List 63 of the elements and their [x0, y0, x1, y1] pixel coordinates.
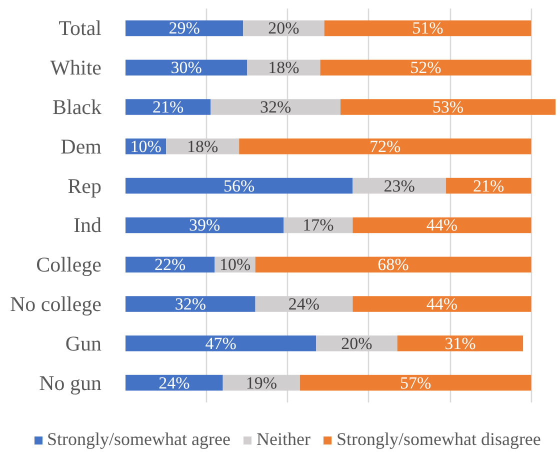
data-label: 51%: [412, 18, 444, 38]
bar: [210, 99, 340, 115]
bar: [126, 336, 316, 352]
y-tick-label: Rep: [68, 174, 102, 198]
data-label: 44%: [426, 216, 458, 235]
data-label: 29%: [168, 18, 200, 38]
bar: [320, 60, 532, 76]
data-label: 19%: [246, 373, 277, 392]
data-label: 22%: [154, 255, 186, 274]
y-tick-label: Dem: [60, 134, 102, 158]
data-label: 52%: [410, 58, 442, 78]
data-label: 39%: [189, 216, 220, 235]
bar: [126, 99, 211, 115]
y-tick-label: Ind: [74, 213, 102, 238]
data-label: 72%: [370, 136, 401, 156]
bar: [397, 336, 524, 352]
data-label: 57%: [400, 373, 432, 392]
data-label: 31%: [444, 334, 476, 353]
bar: [126, 217, 284, 234]
data-label: 20%: [268, 18, 300, 38]
data-label: 18%: [268, 58, 300, 78]
bar: [352, 296, 532, 312]
legend-label: Strongly/somewhat disagree: [336, 429, 541, 450]
bar: [352, 217, 532, 234]
data-label: 24%: [158, 373, 190, 392]
data-label: 20%: [341, 334, 372, 353]
data-label: 21%: [472, 176, 504, 196]
data-label: 18%: [186, 136, 218, 156]
data-label: 68%: [378, 255, 409, 274]
data-label: 32%: [174, 294, 206, 314]
data-label: 47%: [205, 334, 236, 353]
data-label: 44%: [426, 294, 458, 314]
bar: [126, 256, 215, 272]
bar: [126, 20, 244, 36]
bar: [255, 256, 532, 272]
data-label: 24%: [288, 294, 320, 314]
bar: [239, 138, 532, 154]
y-tick-label: No gun: [39, 370, 102, 395]
data-label: 23%: [384, 176, 415, 196]
y-tick-label: White: [50, 56, 102, 80]
bar: [340, 99, 556, 115]
legend-label: Neither: [256, 429, 310, 450]
bar: [316, 336, 398, 352]
y-tick-label: No college: [10, 292, 102, 316]
bar: [255, 296, 353, 312]
data-label: 53%: [432, 98, 464, 116]
y-tick-label: Gun: [65, 331, 102, 356]
bar: [126, 60, 248, 76]
y-tick-label: Black: [52, 95, 102, 119]
y-tick-label: Total: [58, 16, 102, 40]
legend-label: Strongly/somewhat agree: [47, 429, 230, 450]
bar: [126, 178, 353, 194]
data-label: 10%: [219, 255, 251, 274]
data-label: 21%: [152, 98, 184, 116]
data-label: 56%: [224, 176, 255, 196]
data-label: 10%: [130, 136, 162, 156]
bar: [324, 20, 532, 36]
bar: [126, 296, 256, 312]
data-label: 30%: [170, 58, 202, 78]
y-tick-label: College: [36, 252, 102, 277]
bar: [300, 374, 532, 391]
data-label: 17%: [302, 216, 334, 235]
data-label: 32%: [260, 98, 292, 116]
